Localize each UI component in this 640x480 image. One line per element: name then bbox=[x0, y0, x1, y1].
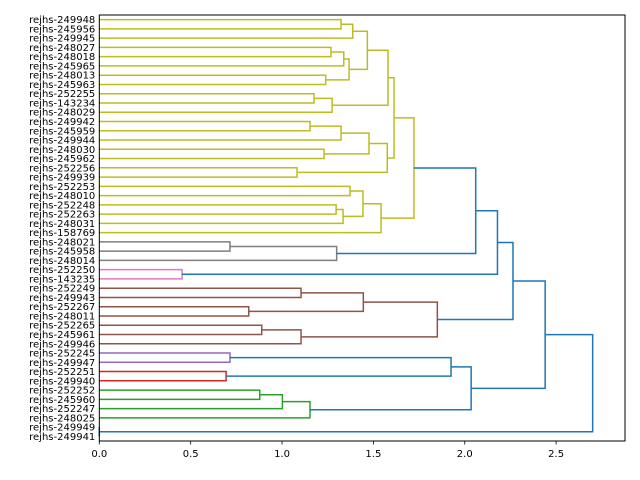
dendrogram-link bbox=[343, 190, 364, 218]
x-axis-ticks: 0.0 0.5 1.0 1.5 2.0 2.5 bbox=[91, 441, 564, 460]
dendrogram-link bbox=[325, 58, 350, 81]
dendrogram-link bbox=[336, 167, 477, 255]
dendrogram-link bbox=[324, 132, 370, 155]
leaf-label: rejhs-245958 bbox=[29, 247, 95, 258]
leaf-label: rejhs-252247 bbox=[29, 404, 95, 415]
leaf-label: rejhs-252251 bbox=[29, 367, 95, 378]
leaf-label: rejhs-252255 bbox=[29, 89, 95, 100]
plot-frame bbox=[98, 14, 626, 442]
leaf-label: rejhs-249942 bbox=[29, 117, 95, 128]
leaf-label: rejhs-248010 bbox=[29, 191, 95, 202]
leaf-label: rejhs-249940 bbox=[29, 376, 95, 387]
leaf-label: rejhs-252263 bbox=[29, 210, 95, 221]
dendrogram-link bbox=[309, 366, 472, 411]
dendrogram-link bbox=[332, 49, 389, 107]
leaf-label: rejhs-245963 bbox=[29, 80, 95, 91]
leaf-label: rejhs-245956 bbox=[29, 24, 95, 35]
leaf-label: rejhs-252248 bbox=[29, 200, 95, 211]
leaf-label: rejhs-252249 bbox=[29, 284, 95, 295]
leaf-label: rejhs-143234 bbox=[29, 98, 95, 109]
dendrogram-link bbox=[248, 292, 365, 313]
dendrogram-link bbox=[99, 167, 298, 178]
leaf-label: rejhs-252267 bbox=[29, 302, 95, 313]
dendrogram-link bbox=[471, 280, 546, 390]
leaf-label: rejhs-252250 bbox=[29, 265, 95, 276]
dendrogram-link bbox=[99, 324, 263, 336]
leaf-label: rejhs-248014 bbox=[29, 256, 95, 267]
dendrogram-link bbox=[99, 120, 311, 132]
dendrogram-link bbox=[99, 400, 311, 419]
dendrogram-link bbox=[99, 352, 231, 364]
dendrogram-link bbox=[99, 333, 594, 433]
dendrogram-link bbox=[99, 92, 315, 104]
dendrogram-link bbox=[99, 125, 342, 141]
x-tick-label: 0.0 bbox=[91, 449, 107, 460]
leaf-label: rejhs-248029 bbox=[29, 108, 95, 119]
leaf-label: rejhs-252252 bbox=[29, 386, 95, 397]
leaf-label: rejhs-249943 bbox=[29, 293, 95, 304]
leaf-label: rejhs-248018 bbox=[29, 52, 95, 63]
dendrogram-link bbox=[99, 393, 284, 410]
leaf-label: rejhs-245960 bbox=[29, 395, 95, 406]
leaf-label: rejhs-252245 bbox=[29, 349, 95, 360]
leaf-labels: rejhs-249948rejhs-245956rejhs-249945rejh… bbox=[29, 15, 95, 443]
dendrogram-link bbox=[99, 329, 302, 345]
leaf-label: rejhs-249948 bbox=[29, 15, 95, 26]
leaf-label: rejhs-252256 bbox=[29, 163, 95, 174]
leaf-label: rejhs-248025 bbox=[29, 413, 95, 424]
dendrogram-link bbox=[99, 46, 332, 58]
dendrogram-link bbox=[349, 30, 369, 71]
dendrogram-link bbox=[301, 301, 439, 338]
leaf-label: rejhs-248021 bbox=[29, 237, 95, 248]
leaf-label: rejhs-249945 bbox=[29, 34, 95, 45]
dendrogram-link bbox=[99, 97, 333, 113]
dendrogram-link bbox=[99, 18, 342, 30]
leaf-label: rejhs-248030 bbox=[29, 145, 95, 156]
dendrogram-link bbox=[99, 241, 231, 252]
dendrogram-link bbox=[99, 23, 354, 39]
dendrogram-links bbox=[98, 18, 594, 437]
dendrogram-link bbox=[99, 202, 382, 234]
dendrogram-link bbox=[99, 204, 337, 215]
dendrogram-link bbox=[99, 305, 250, 317]
x-tick-label: 1.5 bbox=[365, 449, 381, 460]
x-tick-label: 2.0 bbox=[457, 449, 473, 460]
dendrogram-link bbox=[99, 287, 302, 299]
dendrogram-link bbox=[99, 268, 183, 280]
dendrogram-link bbox=[99, 389, 261, 401]
leaf-label: rejhs-249939 bbox=[29, 173, 95, 184]
leaf-label: rejhs-249944 bbox=[29, 136, 95, 147]
leaf-label: rejhs-252265 bbox=[29, 321, 95, 332]
leaf-label: rejhs-248013 bbox=[29, 71, 95, 82]
leaf-label: rejhs-252253 bbox=[29, 182, 95, 193]
leaf-label: rejhs-245961 bbox=[29, 330, 95, 341]
leaf-label: rejhs-245959 bbox=[29, 126, 95, 137]
x-tick-label: 1.0 bbox=[274, 449, 290, 460]
dendrogram-link bbox=[99, 51, 345, 67]
leaf-label: rejhs-248031 bbox=[29, 219, 95, 230]
leaf-label: rejhs-249949 bbox=[29, 423, 95, 434]
dendrogram-link bbox=[226, 356, 452, 377]
leaf-label: rejhs-249941 bbox=[29, 432, 95, 443]
leaf-label: rejhs-249947 bbox=[29, 358, 95, 369]
leaf-label: rejhs-248011 bbox=[29, 311, 95, 322]
dendrogram-link bbox=[381, 117, 415, 219]
dendrogram-link bbox=[99, 185, 351, 197]
dendrogram-link bbox=[99, 208, 344, 225]
dendrogram-link bbox=[99, 370, 227, 382]
leaf-label: rejhs-245962 bbox=[29, 154, 95, 165]
x-tick-label: 2.5 bbox=[548, 449, 564, 460]
dendrogram-link bbox=[99, 148, 325, 160]
dendrogram-link bbox=[99, 245, 338, 262]
leaf-label: rejhs-248027 bbox=[29, 43, 95, 54]
leaf-label: rejhs-158769 bbox=[29, 228, 95, 239]
x-tick-label: 0.5 bbox=[183, 449, 199, 460]
leaf-label: rejhs-249946 bbox=[29, 339, 95, 350]
leaf-label: rejhs-245965 bbox=[29, 61, 95, 72]
dendrogram-link bbox=[99, 74, 327, 86]
leaf-label: rejhs-143235 bbox=[29, 274, 95, 285]
